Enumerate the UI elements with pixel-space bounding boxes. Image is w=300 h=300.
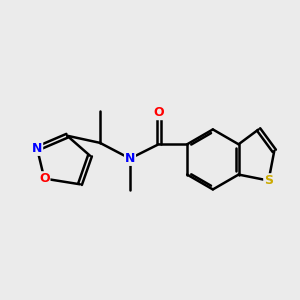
Text: O: O [153,106,164,119]
Text: O: O [39,172,50,185]
Text: N: N [32,142,42,155]
Text: S: S [264,174,273,187]
Text: N: N [125,152,135,165]
